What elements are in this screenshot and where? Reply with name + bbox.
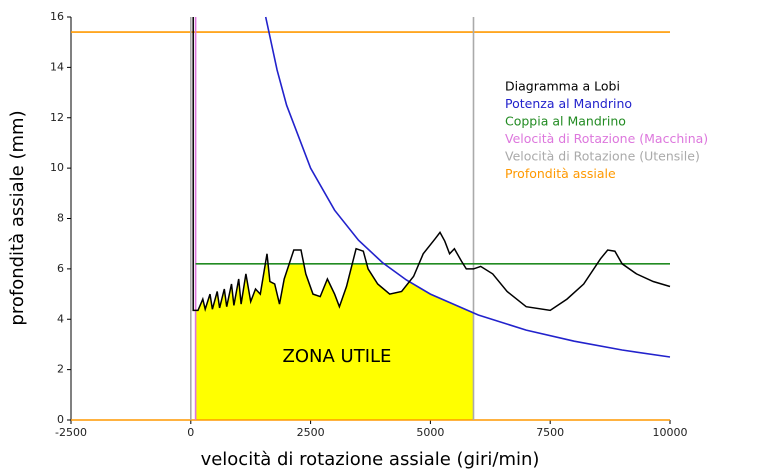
- y-tick-label: 16: [50, 10, 64, 23]
- x-tick-label: 7500: [536, 426, 564, 439]
- y-tick-label: 2: [57, 363, 64, 376]
- y-tick-label: 8: [57, 212, 64, 225]
- y-tick-label: 12: [50, 111, 64, 124]
- legend-entry: Diagramma a Lobi: [505, 79, 620, 94]
- x-axis-label: velocità di rotazione assiale (giri/min): [201, 449, 540, 470]
- legend-entry: Coppia al Mandrino: [505, 114, 626, 129]
- zone-label: ZONA UTILE: [283, 346, 392, 367]
- y-tick-label: 10: [50, 161, 64, 174]
- y-axis-label: profondità assiale (mm): [7, 110, 28, 325]
- series-line: [264, 16, 671, 358]
- x-tick-label: -2500: [55, 426, 87, 439]
- legend-entry: Profondità assiale: [505, 166, 616, 181]
- useful-zone: [195, 263, 474, 420]
- series-line: [192, 17, 671, 313]
- x-tick-label: 10000: [653, 426, 688, 439]
- x-tick-label: 5000: [416, 426, 444, 439]
- x-tick-label: 0: [187, 426, 194, 439]
- x-tick-label: 2500: [297, 426, 325, 439]
- legend-entry: Velocità di Rotazione (Macchina): [505, 131, 708, 146]
- series-line: [71, 31, 670, 421]
- y-tick-label: 6: [57, 262, 64, 275]
- y-tick-label: 4: [57, 312, 64, 325]
- series-line: [190, 17, 475, 420]
- y-tick-label: 14: [50, 60, 64, 73]
- y-tick-label: 0: [57, 413, 64, 426]
- legend-entry: Velocità di Rotazione (Utensile): [505, 149, 700, 164]
- legend-entry: Potenza al Mandrino: [505, 96, 632, 111]
